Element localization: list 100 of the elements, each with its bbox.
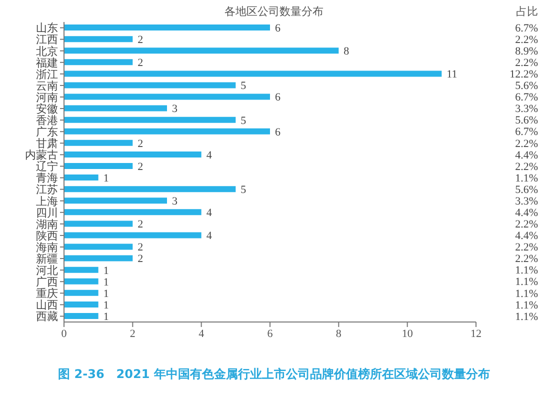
data-label: 1	[103, 276, 109, 288]
bar	[64, 82, 236, 88]
bar	[64, 140, 133, 146]
text: 2.2%	[515, 242, 538, 254]
y-tick-label: 辽宁	[36, 160, 58, 174]
y-tick-label: 新疆	[36, 252, 58, 266]
y-tick-label: 福建	[36, 56, 58, 70]
x-tick-label: 6	[267, 328, 274, 340]
data-label: 2	[138, 160, 144, 173]
y-tick-label: 北京	[36, 44, 58, 58]
x-tick-label: 8	[336, 328, 342, 340]
data-label: 2	[138, 138, 144, 150]
x-tick-label: 2	[130, 328, 136, 340]
text: 1.1%	[515, 172, 538, 184]
data-label: 2	[138, 242, 144, 254]
bar	[64, 266, 98, 273]
text: 5.6%	[515, 114, 538, 127]
data-label: 5	[240, 114, 247, 127]
bar	[64, 24, 270, 31]
bar	[64, 255, 133, 262]
data-label: 6	[275, 22, 281, 34]
data-label: 4	[206, 207, 212, 220]
bar	[64, 116, 236, 123]
bar	[64, 128, 270, 134]
y-tick-label: 青海	[36, 172, 58, 185]
text: 8.9%	[515, 45, 538, 58]
text: 1.1%	[515, 276, 538, 288]
y-tick-label: 陕西	[36, 230, 58, 242]
bar	[64, 186, 236, 192]
text: 12.2%	[510, 68, 538, 81]
bar	[64, 105, 167, 112]
y-tick-label: 四川	[36, 206, 58, 220]
bar	[64, 290, 98, 296]
y-tick-label: 甘肃	[36, 137, 58, 150]
data-label: 6	[275, 126, 281, 138]
x-tick-label: 4	[198, 328, 205, 340]
bar	[64, 94, 270, 100]
y-tick-label: 上海	[36, 194, 58, 208]
bar	[64, 36, 133, 42]
y-tick-label: 河南	[36, 90, 58, 104]
y-tick-label: 山西	[36, 298, 58, 312]
text: 5.6%	[515, 80, 538, 92]
bar	[64, 151, 202, 158]
text: 1.1%	[515, 264, 538, 277]
bar	[64, 244, 133, 250]
y-tick-label: 江苏	[36, 183, 58, 196]
data-label: 4	[206, 149, 212, 162]
y-tick-label: 广西	[36, 276, 58, 289]
text: 3.3%	[515, 195, 538, 208]
bar	[64, 70, 442, 77]
text: 2.2%	[515, 218, 538, 231]
y-tick-label: 云南	[36, 79, 58, 92]
y-tick-label: 湖南	[36, 218, 58, 231]
text: 1.1%	[515, 288, 538, 300]
x-tick-label: 12	[470, 328, 482, 340]
data-label: 3	[172, 196, 178, 208]
bar	[64, 163, 133, 169]
bar	[64, 59, 133, 66]
data-label: 8	[344, 46, 350, 58]
data-label: 1	[103, 264, 109, 277]
y-tick-label: 海南	[36, 240, 58, 254]
bar	[64, 48, 339, 54]
text: 3.3%	[515, 103, 538, 116]
y-tick-label: 香港	[36, 114, 58, 127]
text: 6.7%	[515, 92, 538, 104]
y-tick-label: 河北	[36, 264, 58, 277]
bar	[64, 198, 167, 204]
bar	[64, 313, 98, 319]
data-label: 1	[103, 299, 109, 312]
text: 4.4%	[515, 230, 538, 242]
data-label: 4	[206, 230, 212, 242]
y-tick-label: 西藏	[36, 310, 58, 324]
bar	[64, 220, 133, 227]
y-tick-label: 内蒙古	[25, 148, 58, 162]
data-label: 2	[138, 57, 144, 70]
bar	[64, 174, 98, 181]
text: 6.7%	[515, 22, 538, 34]
text: 4.4%	[515, 149, 538, 162]
data-label: 2	[138, 253, 144, 266]
bar	[64, 278, 98, 284]
y-tick-label: 广东	[36, 126, 58, 139]
data-label: 11	[446, 68, 458, 81]
y-tick-label: 山东	[36, 22, 58, 35]
x-tick-label: 0	[61, 328, 68, 340]
data-label: 3	[172, 103, 178, 116]
data-label: 6	[275, 92, 281, 104]
text: 1.1%	[515, 299, 538, 312]
caption: 图 2-36 2021 年中国有色金属行业上市公司品牌价值榜所在区域公司数量分布	[57, 366, 491, 383]
text: 2.2%	[515, 34, 538, 46]
data-label: 5	[240, 184, 247, 196]
text: 4.4%	[515, 207, 538, 220]
y-tick-label: 江西	[36, 34, 58, 46]
y-tick-label: 浙江	[36, 68, 58, 81]
bar	[64, 232, 202, 238]
chart-title: 各地区公司数量分布	[224, 6, 324, 18]
data-label: 2	[138, 34, 144, 46]
y-tick-label: 安徽	[36, 102, 58, 116]
text: 2.2%	[515, 253, 538, 266]
text: 5.6%	[515, 184, 538, 196]
data-label: 2	[138, 218, 144, 231]
